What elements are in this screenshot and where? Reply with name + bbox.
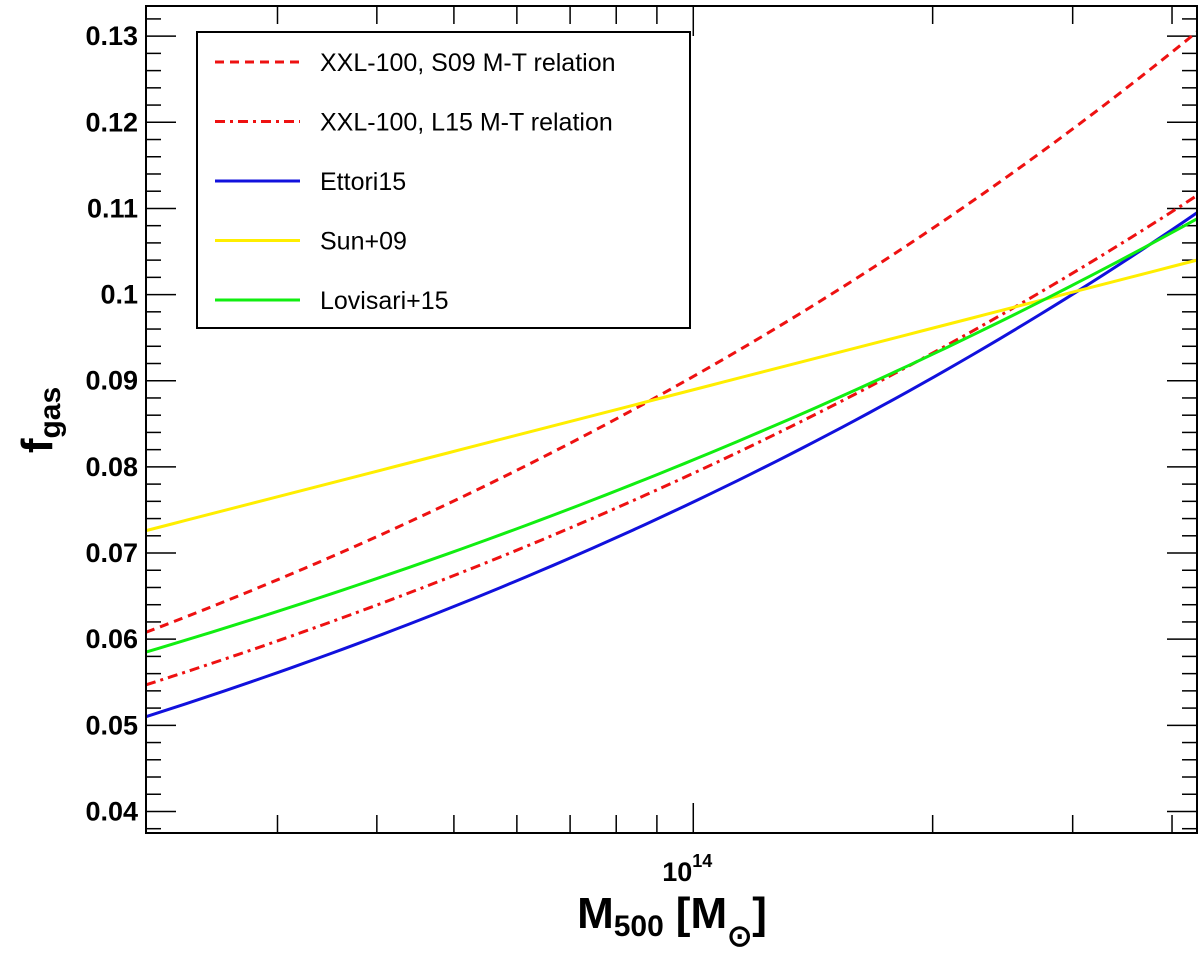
y-tick-label: 0.04 <box>85 796 138 826</box>
series-line-xxl-100-s09-m-t-relation <box>145 30 1198 634</box>
x-axis-title: M500 [M⊙] <box>577 889 767 953</box>
legend: XXL-100, S09 M-T relation XXL-100, L15 M-… <box>196 31 691 329</box>
tick-labels: 0.04 0.05 0.06 0.07 0.08 0.09 0.1 0.11 0.12 0.13 <box>85 21 138 826</box>
y-tick-label: 0.07 <box>85 538 138 568</box>
x-axis-title-sun: ⊙ <box>727 920 752 953</box>
y-axis-title-sub: gas <box>34 387 67 439</box>
legend-label: Ettori15 <box>320 168 406 196</box>
y-axis-title-main: f <box>13 438 62 453</box>
series-line-lovisari-15 <box>145 217 1198 654</box>
x-axis-title-bracket-close: ] <box>752 889 767 938</box>
series-line-ettori15 <box>145 211 1198 719</box>
x-axis-title-sub: 500 <box>614 910 664 943</box>
x-tick-exponent: 14 <box>692 851 712 871</box>
plot-frame <box>145 5 1198 834</box>
y-axis-title: fgas <box>13 387 67 453</box>
axis-ticks <box>146 6 1197 833</box>
series-line-sun-09 <box>145 258 1198 533</box>
y-tick-label: 0.13 <box>85 21 138 51</box>
x-tick-label-1e14: 1014 <box>662 851 712 887</box>
legend-label: XXL-100, S09 M-T relation <box>320 49 616 77</box>
y-tick-label: 0.11 <box>87 193 138 223</box>
x-axis-title-main: M <box>577 889 614 938</box>
y-tick-label: 0.1 <box>100 280 138 310</box>
y-tick-label: 0.06 <box>85 624 138 654</box>
series-line-xxl-100-l15-m-t-relation <box>145 194 1198 687</box>
legend-label: Lovisari+15 <box>320 287 449 315</box>
y-tick-label: 0.08 <box>85 452 138 482</box>
series-lines <box>145 30 1198 719</box>
x-axis-title-bracket-open: [M <box>676 889 727 938</box>
x-tick-base: 10 <box>662 857 692 887</box>
y-tick-label: 0.12 <box>85 107 138 137</box>
legend-label: XXL-100, L15 M-T relation <box>320 109 613 137</box>
y-tick-label: 0.09 <box>85 366 138 396</box>
legend-label: Sun+09 <box>320 228 407 256</box>
y-tick-label: 0.05 <box>85 710 138 740</box>
